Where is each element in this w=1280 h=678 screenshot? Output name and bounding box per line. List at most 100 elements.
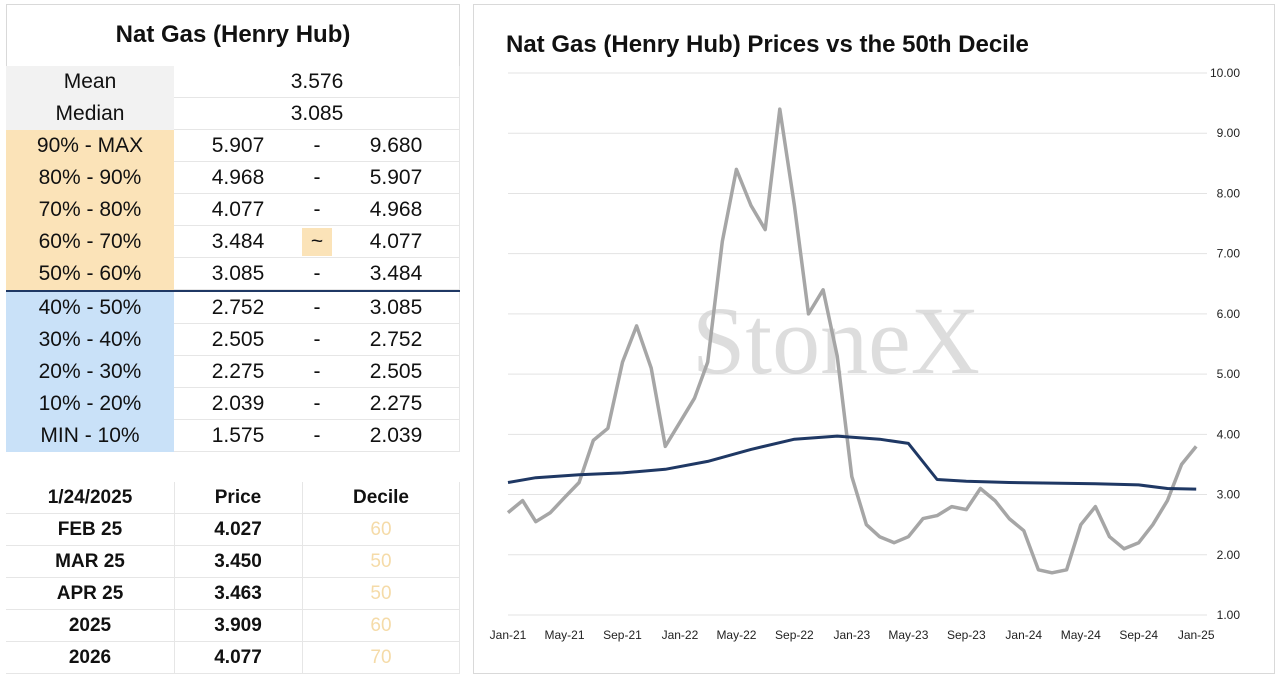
decile-high: 2.752 — [369, 328, 423, 351]
range-separator: - — [313, 134, 321, 157]
decile-high: 5.907 — [369, 166, 423, 189]
y-tick-label: 10.00 — [1210, 66, 1240, 80]
mean-label: Mean — [6, 66, 174, 98]
decile-label: 60% - 70% — [6, 226, 174, 258]
y-tick-label: 2.00 — [1217, 548, 1241, 562]
decile-row: 50% - 60% 3.085 - 3.484 — [6, 258, 460, 290]
y-tick-label: 1.00 — [1217, 608, 1241, 622]
contract-label: MAR 25 — [55, 551, 125, 572]
decile-label: 30% - 40% — [6, 324, 174, 356]
futures-header-row: 1/24/2025 Price Decile — [6, 482, 460, 514]
contract-decile: 50 — [370, 583, 392, 604]
x-axis: Jan-21 May-21 Sep-21 Jan-22 May-22 Sep-22 Jan-… — [490, 628, 1215, 642]
x-tick-label: Jan-23 — [833, 628, 870, 642]
median-value: 3.085 — [290, 102, 344, 125]
decile-high: 2.505 — [369, 360, 423, 383]
contract-decile: 60 — [370, 615, 392, 636]
decile-high: 2.039 — [369, 424, 423, 447]
as-of-date: 1/24/2025 — [47, 487, 133, 508]
table-title-box: Nat Gas (Henry Hub) — [6, 4, 460, 66]
price-chart: StoneX 1.00 2.00 3.00 4.00 5.00 6.00 7.00 8.00 9… — [490, 66, 1241, 642]
range-separator: ~ — [302, 228, 332, 256]
y-tick-label: 6.00 — [1217, 307, 1241, 321]
contract-decile: 70 — [370, 647, 392, 668]
range-separator: - — [313, 424, 321, 447]
decile-low: 2.275 — [211, 360, 265, 383]
decile-label: 10% - 20% — [6, 388, 174, 420]
decile-row: 20% - 30% 2.275 - 2.505 — [6, 356, 460, 388]
decile-high: 2.275 — [369, 392, 423, 415]
contract-price: 4.027 — [214, 519, 262, 540]
decile-high: 9.680 — [369, 134, 423, 157]
decile-low: 2.039 — [211, 392, 265, 415]
median-divider — [6, 290, 460, 292]
chart-panel: StoneX 1.00 2.00 3.00 4.00 5.00 6.00 7.00 8.00 9… — [473, 4, 1275, 674]
decile-low: 3.085 — [211, 262, 265, 285]
x-tick-label: Jan-24 — [1005, 628, 1042, 642]
y-axis: 1.00 2.00 3.00 4.00 5.00 6.00 7.00 8.00 9.00 10.0… — [1210, 66, 1240, 622]
contract-price: 3.450 — [214, 551, 262, 572]
x-tick-label: Sep-23 — [947, 628, 986, 642]
contract-decile: 60 — [370, 519, 392, 540]
x-tick-label: May-22 — [716, 628, 756, 642]
range-separator: - — [313, 360, 321, 383]
contract-price: 4.077 — [214, 647, 262, 668]
decile-low: 4.968 — [211, 166, 265, 189]
x-tick-label: Jan-21 — [490, 628, 527, 642]
contract-label: 2026 — [68, 647, 112, 668]
contract-label: FEB 25 — [57, 519, 123, 540]
decile-row: 10% - 20% 2.039 - 2.275 — [6, 388, 460, 420]
range-separator: - — [313, 392, 321, 415]
x-tick-label: May-21 — [545, 628, 585, 642]
gridlines — [508, 72, 1207, 616]
range-separator: - — [313, 198, 321, 221]
column-divider — [302, 482, 303, 674]
decile-line — [507, 434, 1197, 491]
y-tick-label: 5.00 — [1217, 367, 1241, 381]
decile-high: 3.484 — [369, 262, 423, 285]
decile-row: 70% - 80% 4.077 - 4.968 — [6, 194, 460, 226]
decile-label: 80% - 90% — [6, 162, 174, 194]
y-tick-label: 9.00 — [1217, 126, 1241, 140]
contract-price: 3.463 — [214, 583, 262, 604]
decile-label: 70% - 80% — [6, 194, 174, 226]
decile-label: 50% - 60% — [6, 258, 174, 290]
mean-row: Mean 3.576 — [6, 66, 460, 98]
decile-table-panel: Nat Gas (Henry Hub) Mean 3.576 Median 3.… — [0, 0, 466, 678]
decile-row: 30% - 40% 2.505 - 2.752 — [6, 324, 460, 356]
futures-row: FEB 25 4.027 60 — [6, 514, 460, 546]
decile-label: 20% - 30% — [6, 356, 174, 388]
contract-decile: 50 — [370, 551, 392, 572]
column-divider — [459, 482, 460, 674]
y-tick-label: 3.00 — [1217, 488, 1241, 502]
decile-label: 90% - MAX — [6, 130, 174, 162]
contract-price: 3.909 — [214, 615, 262, 636]
range-separator: - — [313, 166, 321, 189]
y-tick-label: 4.00 — [1217, 427, 1241, 441]
decile-label: MIN - 10% — [6, 420, 174, 452]
futures-row: 2025 3.909 60 — [6, 610, 460, 642]
column-divider — [174, 482, 175, 674]
x-tick-label: Sep-24 — [1119, 628, 1158, 642]
decile-low: 5.907 — [211, 134, 265, 157]
decile-row: 90% - MAX 5.907 - 9.680 — [6, 130, 460, 162]
range-separator: - — [313, 262, 321, 285]
decile-row: MIN - 10% 1.575 - 2.039 — [6, 420, 460, 452]
futures-row: MAR 25 3.450 50 — [6, 546, 460, 578]
table-title: Nat Gas (Henry Hub) — [115, 21, 351, 48]
x-tick-label: Jan-25 — [1178, 628, 1215, 642]
range-separator: - — [313, 328, 321, 351]
range-separator: - — [313, 296, 321, 319]
decile-high: 4.077 — [369, 230, 423, 253]
decile-row: 80% - 90% 4.968 - 5.907 — [6, 162, 460, 194]
median-row: Median 3.085 — [6, 98, 460, 130]
decile-row: 60% - 70% 3.484 ~ 4.077 — [6, 226, 460, 258]
decile-low: 4.077 — [211, 198, 265, 221]
price-line — [506, 107, 1198, 575]
price-header: Price — [214, 487, 262, 508]
decile-low: 1.575 — [211, 424, 265, 447]
chart-title: Nat Gas (Henry Hub) Prices vs the 50th D… — [506, 31, 1029, 58]
series-layer — [506, 107, 1198, 575]
decile-high: 3.085 — [369, 296, 423, 319]
decile-high: 4.968 — [369, 198, 423, 221]
